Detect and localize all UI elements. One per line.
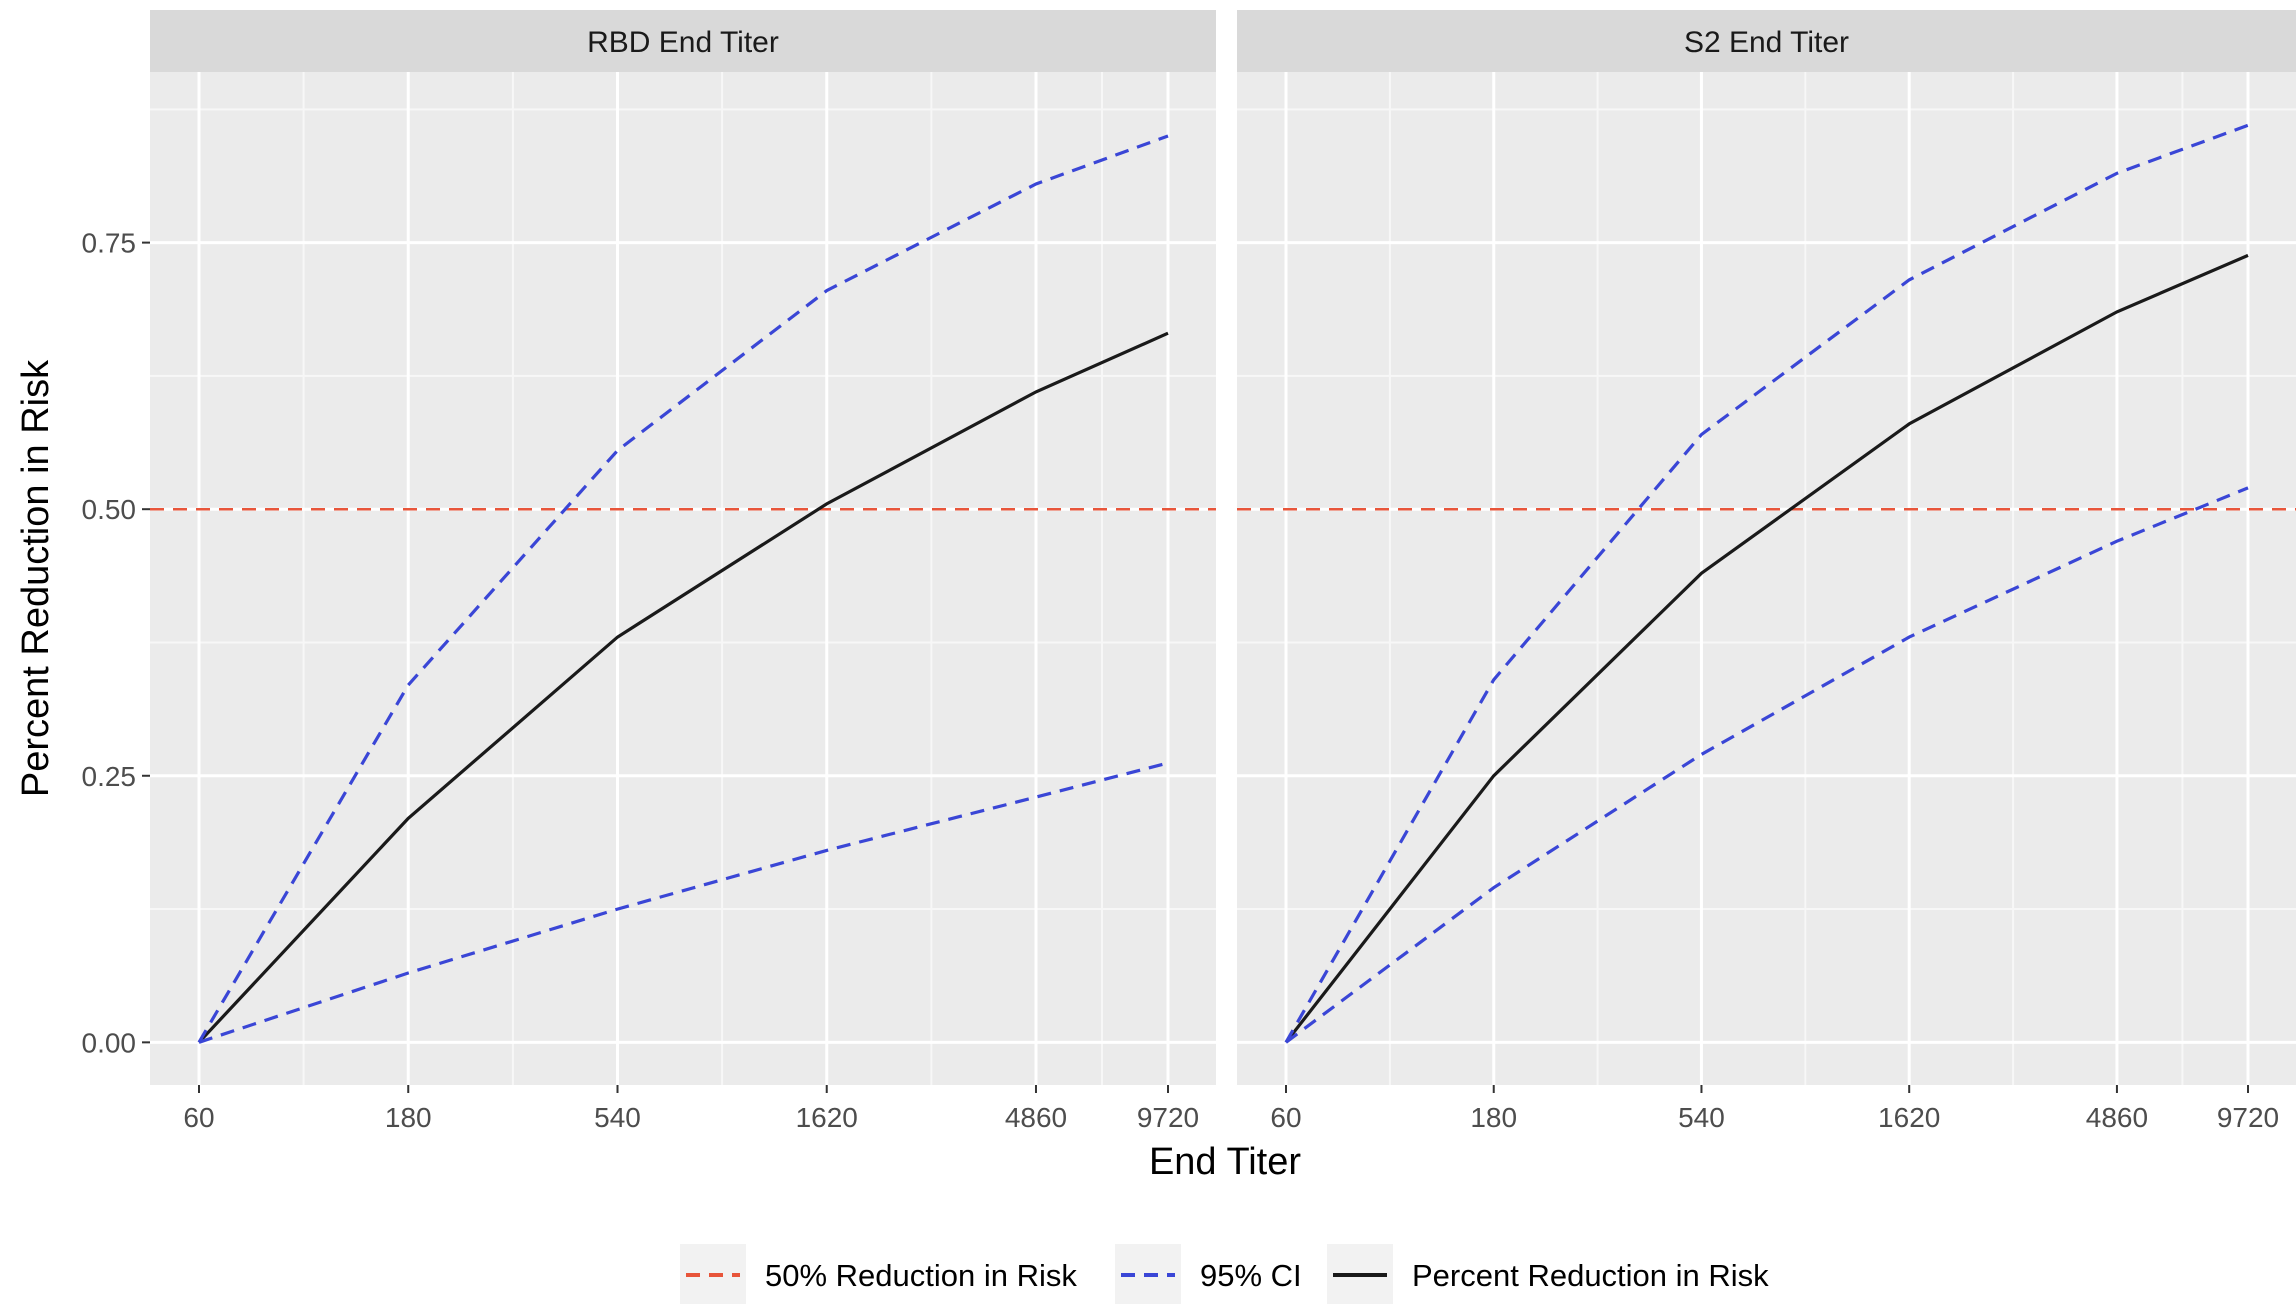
y-tick-label: 0.50: [82, 494, 137, 525]
series-line-percent-reduction: [197, 331, 1169, 1044]
series-line-ci-upper: [197, 134, 1169, 1044]
panel-background: [150, 72, 1216, 1085]
series-line-percent-reduction: [1284, 253, 2249, 1044]
y-tick-label: 0.25: [82, 761, 137, 792]
x-axis-title: End Titer: [1149, 1141, 1301, 1183]
x-tick-label: 9720: [1137, 1102, 1199, 1133]
x-tick-label: 1620: [1878, 1102, 1940, 1133]
legend-label: 50% Reduction in Risk: [765, 1258, 1077, 1293]
x-tick-label: 180: [1470, 1102, 1517, 1133]
y-axis-title: Percent Reduction in Risk: [15, 359, 57, 797]
x-tick-label: 180: [385, 1102, 432, 1133]
y-tick-label: 0.00: [82, 1027, 137, 1058]
facet-strip: [150, 10, 1216, 72]
x-tick-label: 9720: [2217, 1102, 2279, 1133]
series-line-ci-upper: [1284, 123, 2249, 1044]
x-tick-label: 1620: [796, 1102, 858, 1133]
x-tick-label: 60: [183, 1102, 214, 1133]
x-tick-label: 60: [1270, 1102, 1301, 1133]
facet-strip: [1237, 10, 2296, 72]
legend-label: 95% CI: [1200, 1258, 1302, 1293]
legend-label: Percent Reduction in Risk: [1412, 1258, 1769, 1293]
x-tick-label: 4860: [2086, 1102, 2148, 1133]
x-tick-label: 4860: [1005, 1102, 1067, 1133]
facet-title: S2 End Titer: [1684, 26, 1849, 59]
x-tick-label: 540: [1678, 1102, 1725, 1133]
series-line-ci-lower: [1285, 486, 2249, 1044]
facet-title: RBD End Titer: [587, 26, 779, 59]
y-tick-label: 0.75: [82, 228, 137, 259]
panel-background: [1237, 72, 2296, 1085]
x-tick-label: 540: [594, 1102, 641, 1133]
